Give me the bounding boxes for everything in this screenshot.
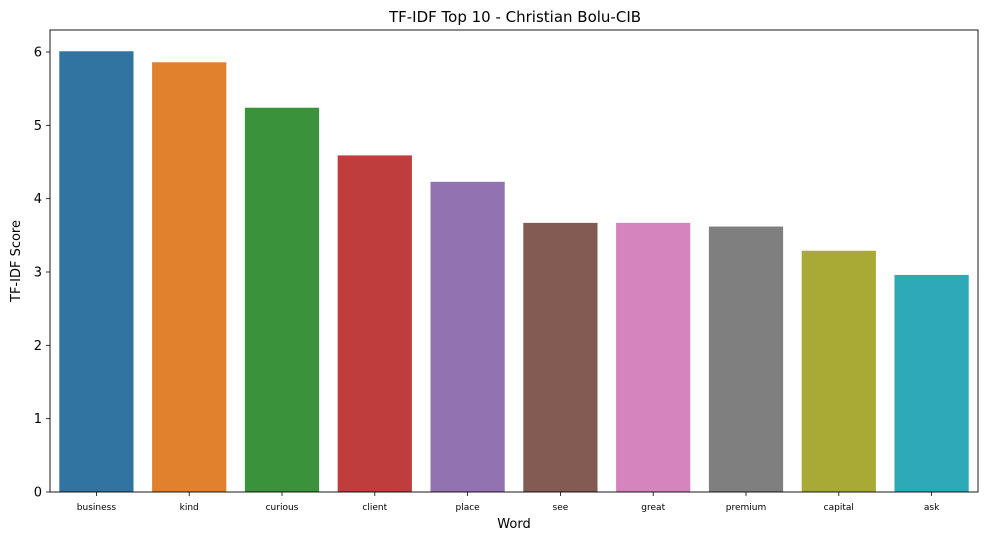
- y-tick-label: 1: [34, 412, 42, 427]
- bar-ask: [894, 274, 969, 492]
- y-tick-label: 5: [34, 119, 42, 134]
- y-axis-ticks: 0 1 2 3 4 5 6: [34, 46, 50, 501]
- x-tick-label: kind: [180, 503, 199, 513]
- x-tick-label: business: [77, 503, 117, 513]
- bar-client: [337, 155, 412, 492]
- x-tick-label: curious: [266, 503, 299, 513]
- plot-frame: [49, 29, 979, 493]
- x-tick-label: capital: [824, 503, 854, 513]
- x-tick-label: see: [553, 503, 569, 513]
- x-axis-ticks: business kind curious client place see great pr…: [77, 492, 940, 513]
- y-tick-label: 0: [34, 486, 42, 501]
- x-tick-label: premium: [726, 503, 767, 513]
- chart-title: TF-IDF Top 10 - Christian Bolu-CIB: [388, 8, 641, 26]
- y-axis-label: TF-IDF Score: [9, 220, 24, 303]
- bar-curious: [244, 107, 320, 492]
- bar-capital: [801, 250, 876, 492]
- x-tick-label: ask: [924, 503, 940, 513]
- y-tick-label: 2: [34, 339, 42, 354]
- bar-great: [616, 222, 691, 492]
- x-tick-label: great: [641, 503, 665, 513]
- bar-kind: [152, 62, 227, 493]
- bar-see: [523, 222, 598, 492]
- y-tick-label: 4: [34, 192, 42, 207]
- x-tick-label: client: [362, 503, 387, 513]
- bar-premium: [708, 226, 784, 493]
- x-axis-label: Word: [497, 517, 530, 532]
- x-tick-label: place: [455, 503, 480, 513]
- bar-business: [59, 51, 134, 493]
- bars-group: [59, 51, 969, 493]
- y-tick-label: 3: [34, 266, 42, 281]
- y-tick-label: 6: [34, 46, 42, 61]
- bar-place: [430, 181, 505, 493]
